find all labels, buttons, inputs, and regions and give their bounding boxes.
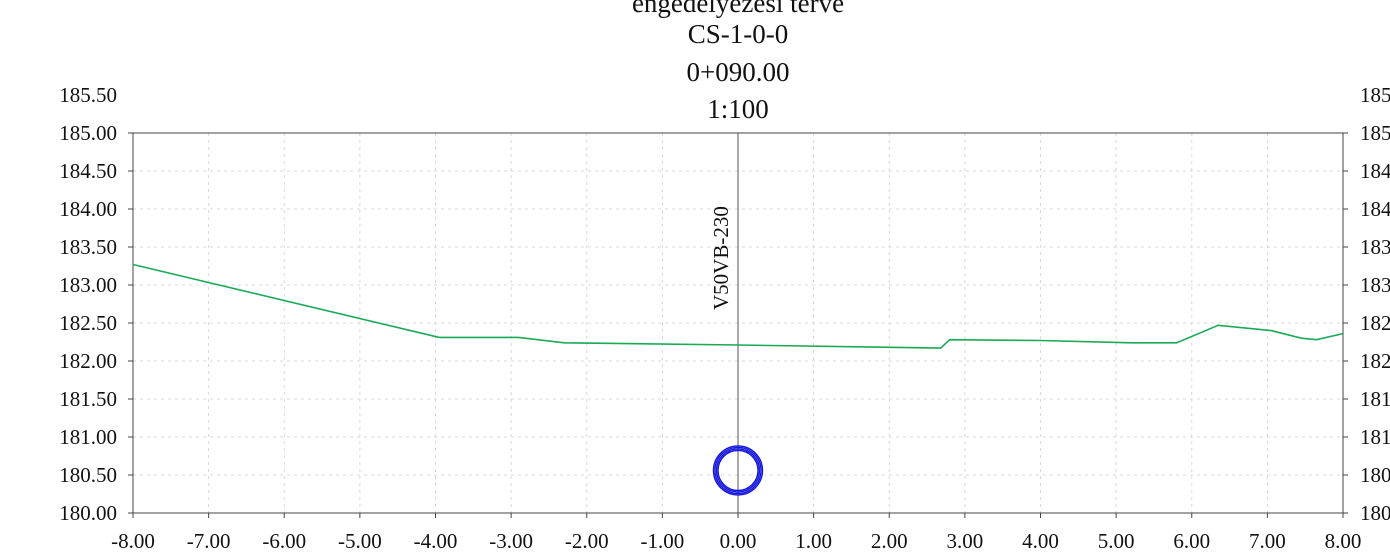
y-tick-label-left: 185.50 — [59, 83, 117, 107]
y-tick-label-left: 180.50 — [59, 463, 117, 487]
x-tick-label: -8.00 — [111, 529, 155, 552]
x-tick-label: 6.00 — [1173, 529, 1210, 552]
x-tick-label: 4.00 — [1022, 529, 1059, 552]
x-tick-label: 2.00 — [871, 529, 908, 552]
y-tick-label-left: 181.00 — [59, 425, 117, 449]
chart-title-line-1: engedélyezési terve — [631, 0, 845, 18]
x-tick-label: 8.00 — [1325, 529, 1362, 552]
x-axis-labels: -8.00 -7.00 -6.00 -5.00 -4.00 -3.00 -2.00 -1.00… — [111, 529, 1361, 552]
y-tick-label-right: 183.50 — [1360, 235, 1390, 259]
y-tick-label-right: 180.50 — [1360, 463, 1390, 487]
x-tick-label: -4.00 — [414, 529, 458, 552]
y-tick-label-left: 181.50 — [59, 387, 117, 411]
x-tick-label: -2.00 — [565, 529, 609, 552]
x-tick-label: 3.00 — [947, 529, 984, 552]
y-axis-labels-right: 180.00 180.50 181.00 181.50 182.00 182.50 183.… — [1360, 83, 1390, 525]
x-tick-label: -5.00 — [338, 529, 382, 552]
axis-ticks — [128, 132, 1348, 518]
x-tick-label: -7.00 — [187, 529, 231, 552]
y-tick-label-left: 183.00 — [59, 273, 117, 297]
y-tick-label-left: 183.50 — [59, 235, 117, 259]
y-tick-label-right: 184.50 — [1360, 159, 1390, 183]
ground-profile-line — [132, 263, 1344, 349]
chart-title-line-4: 1:100 — [707, 94, 769, 124]
x-tick-label: 1.00 — [795, 529, 832, 552]
x-tick-label: 7.00 — [1249, 529, 1286, 552]
x-tick-label: -1.00 — [641, 529, 685, 552]
y-tick-label-right: 182.00 — [1360, 349, 1390, 373]
y-axis-labels-left: 180.00 180.50 181.00 181.50 182.00 182.50 183.… — [59, 83, 117, 525]
y-tick-label-left: 185.00 — [59, 121, 117, 145]
y-tick-label-left: 180.00 — [59, 501, 117, 525]
y-tick-label-left: 182.50 — [59, 311, 117, 335]
pipe-ring — [712, 445, 764, 496]
x-tick-label: 0.00 — [720, 529, 757, 552]
y-tick-label-right: 181.50 — [1360, 387, 1390, 411]
y-tick-label-left: 184.00 — [59, 197, 117, 221]
y-tick-label-left: 182.00 — [59, 349, 117, 373]
x-tick-label: -6.00 — [262, 529, 306, 552]
pipe-ring — [717, 449, 759, 492]
y-tick-label-right: 185.50 — [1360, 83, 1390, 107]
y-tick-label-right: 182.50 — [1360, 311, 1390, 335]
y-tick-label-left: 184.50 — [59, 159, 117, 183]
pipe-symbol — [712, 445, 764, 496]
y-tick-label-right: 181.00 — [1360, 425, 1390, 449]
x-tick-label: -3.00 — [489, 529, 533, 552]
pipe-ring — [714, 446, 762, 495]
x-tick-label: 5.00 — [1098, 529, 1135, 552]
pipe-ring — [715, 448, 761, 493]
centerline-label: V50VB-230 — [709, 206, 733, 310]
y-tick-label-right: 184.00 — [1360, 197, 1390, 221]
chart-title-line-3: 0+090.00 — [686, 57, 790, 87]
chart-title-line-2: CS-1-0-0 — [687, 19, 789, 49]
y-tick-label-right: 180.00 — [1360, 501, 1390, 525]
y-tick-label-right: 185.00 — [1360, 121, 1390, 145]
y-tick-label-right: 183.00 — [1360, 273, 1390, 297]
